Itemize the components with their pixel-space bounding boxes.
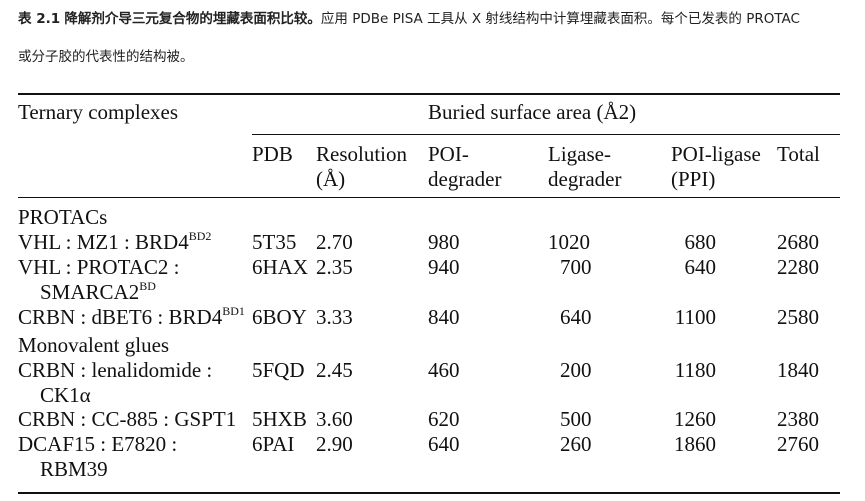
- caption-text-line2: 或分子胶的代表性的结构被。: [18, 49, 194, 65]
- caption-text-line1: 应用 PDBe PISA 工具从 X 射线结构中计算埋藏表面积。每个已发表的 P…: [320, 11, 800, 27]
- row-ligase-degrader: 500: [560, 407, 592, 431]
- row-total: 2580: [777, 305, 819, 329]
- row-resolution: 2.35: [316, 255, 353, 279]
- complex-superscript: BD: [139, 279, 156, 293]
- row-pdb: 6BOY: [252, 305, 307, 329]
- header-poi-ligase-line2: (PPI): [671, 167, 716, 191]
- header-ligase-degrader-line1: Ligase-: [548, 142, 611, 166]
- row-total: 2280: [777, 255, 819, 279]
- row-total: 2380: [777, 407, 819, 431]
- row-poi-ligase: 640: [684, 255, 717, 279]
- header-poi-degrader-line1: POI-: [428, 142, 469, 166]
- row-complex-continued: RBM39: [40, 457, 108, 481]
- group-monovalent-glues: Monovalent glues: [18, 333, 170, 357]
- header-buried-surface-area: Buried surface area (Å2): [428, 100, 637, 124]
- row-total: 2680: [777, 230, 819, 254]
- row-complex: CRBN : lenalidomide :: [18, 358, 213, 382]
- header-total: Total: [777, 142, 820, 166]
- header-resolution-line2: (Å): [316, 167, 346, 191]
- row-ligase-degrader: 640: [560, 305, 592, 329]
- row-poi-ligase: 1260: [674, 407, 716, 431]
- caption-label: 表 2.1: [18, 11, 61, 27]
- row-complex-continued: SMARCA2BD: [18, 280, 156, 304]
- row-poi-ligase: 1180: [674, 358, 716, 382]
- header-sub-rule: [252, 134, 840, 135]
- top-rule: [18, 93, 840, 95]
- complex-superscript: BD2: [188, 229, 212, 243]
- row-ligase-degrader: 200: [560, 358, 592, 382]
- caption-title: 降解剂介导三元复合物的埋藏表面积比较。: [64, 11, 321, 27]
- table-caption: 表 2.1 降解剂介导三元复合物的埋藏表面积比较。应用 PDBe PISA 工具…: [18, 6, 858, 70]
- row-poi-ligase: 1860: [674, 432, 716, 456]
- row-poi-ligase: 1100: [674, 305, 716, 329]
- header-bottom-rule: [18, 197, 840, 198]
- row-complex: CRBN : CC-885 : GSPT1: [18, 407, 237, 431]
- row-complex-continued: CK1α: [40, 383, 91, 407]
- group-protacs: PROTACs: [18, 205, 108, 229]
- row-complex: VHL : MZ1 : BRD4BD2: [18, 230, 211, 254]
- row-resolution: 2.90: [316, 432, 353, 456]
- row-complex: VHL : PROTAC2 :: [18, 255, 180, 279]
- row-ligase-degrader: 260: [560, 432, 592, 456]
- row-pdb: 5T35: [252, 230, 297, 254]
- row-pdb: 5FQD: [252, 358, 305, 382]
- header-ligase-degrader-line2: degrader: [548, 167, 622, 191]
- row-resolution: 3.33: [316, 305, 353, 329]
- row-poi-degrader: 620: [428, 407, 460, 431]
- row-complex: CRBN : dBET6 : BRD4BD1: [18, 305, 245, 329]
- header-resolution-line1: Resolution: [316, 142, 408, 166]
- row-resolution: 2.45: [316, 358, 353, 382]
- row-poi-degrader: 840: [428, 305, 460, 329]
- row-total: 2760: [777, 432, 819, 456]
- row-pdb: 6PAI: [252, 432, 295, 456]
- row-ligase-degrader: 1020: [548, 230, 590, 254]
- row-poi-degrader: 640: [428, 432, 460, 456]
- complex-name: CRBN : dBET6 : BRD4: [18, 305, 223, 329]
- row-ligase-degrader: 700: [560, 255, 592, 279]
- row-pdb: 6HAX: [252, 255, 308, 279]
- row-resolution: 3.60: [316, 407, 353, 431]
- row-complex: DCAF15 : E7820 :: [18, 432, 178, 456]
- header-pdb: PDB: [252, 142, 293, 166]
- header-ternary-complexes: Ternary complexes: [18, 100, 179, 124]
- complex-name: VHL : MZ1 : BRD4: [18, 230, 189, 254]
- row-poi-degrader: 980: [428, 230, 460, 254]
- row-resolution: 2.70: [316, 230, 353, 254]
- header-poi-ligase-line1: POI-ligase: [671, 142, 761, 166]
- row-poi-ligase: 680: [684, 230, 717, 254]
- row-poi-degrader: 940: [428, 255, 460, 279]
- row-poi-degrader: 460: [428, 358, 460, 382]
- row-pdb: 5HXB: [252, 407, 307, 431]
- complex-superscript: BD1: [222, 304, 245, 318]
- bottom-rule: [18, 492, 840, 494]
- complex-name-line2: SMARCA2: [40, 280, 140, 304]
- row-total: 1840: [777, 358, 819, 382]
- header-poi-degrader-line2: degrader: [428, 167, 502, 191]
